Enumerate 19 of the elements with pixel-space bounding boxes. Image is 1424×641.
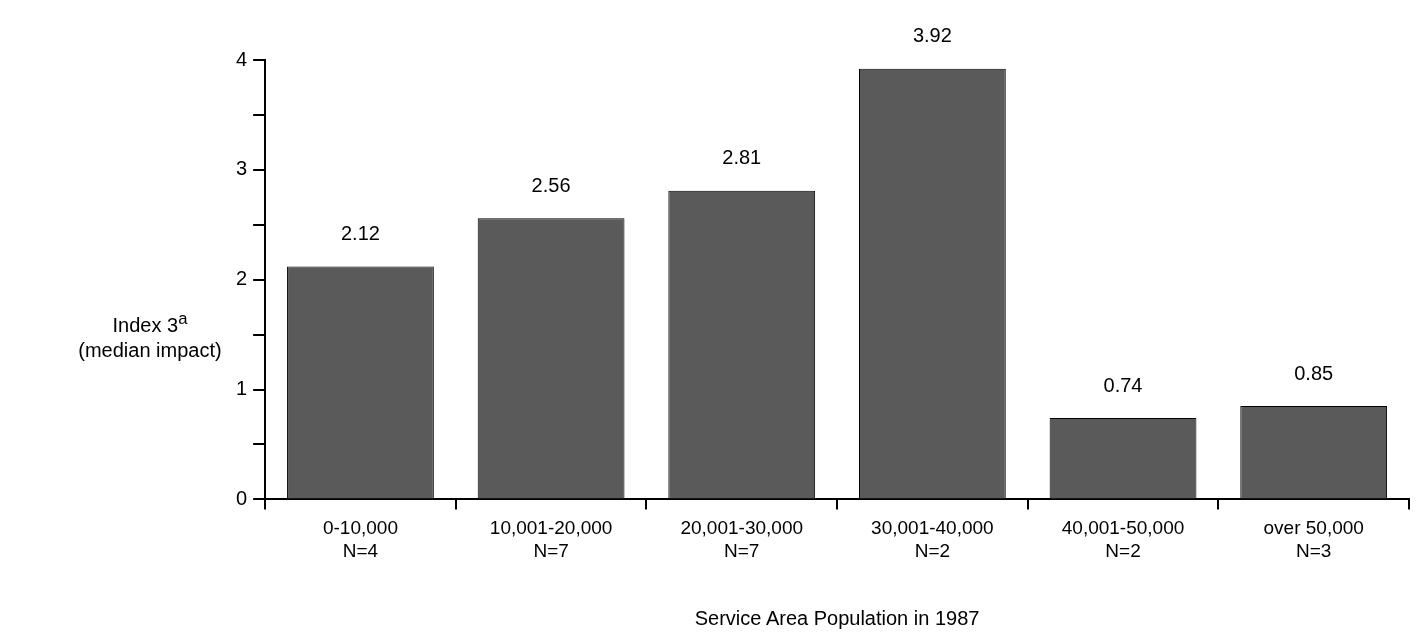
x-tick-label: over 50,000 N=3 xyxy=(1263,517,1364,561)
y-tick-label: 1 xyxy=(236,377,248,400)
x-tick-label: 10,001-20,000 N=7 xyxy=(489,517,613,561)
data-label: 0.85 xyxy=(1294,361,1334,384)
data-label: 2.56 xyxy=(531,173,571,196)
y-tick-label: 0 xyxy=(236,486,248,509)
y-tick-label: 3 xyxy=(236,157,248,180)
y-axis-title: Index 3$^{a}$ (median impact) xyxy=(77,307,223,364)
x-axis-title: Service Area Population in 1987 xyxy=(694,606,980,629)
x-tick-label: 30,001-40,000 N=2 xyxy=(871,517,994,561)
y-tick-label: 2 xyxy=(236,267,248,290)
x-tick-label: 0-10,000 N=4 xyxy=(322,517,398,561)
data-label: 2.81 xyxy=(722,146,762,169)
data-label: 0.74 xyxy=(1103,373,1143,396)
data-label: 2.12 xyxy=(340,222,380,245)
x-tick-label: 20,001-30,000 N=7 xyxy=(680,517,804,561)
y-tick-label: 4 xyxy=(236,47,248,70)
x-tick-label: 40,001-50,000 N=2 xyxy=(1061,517,1185,561)
data-label: 3.92 xyxy=(912,24,952,47)
